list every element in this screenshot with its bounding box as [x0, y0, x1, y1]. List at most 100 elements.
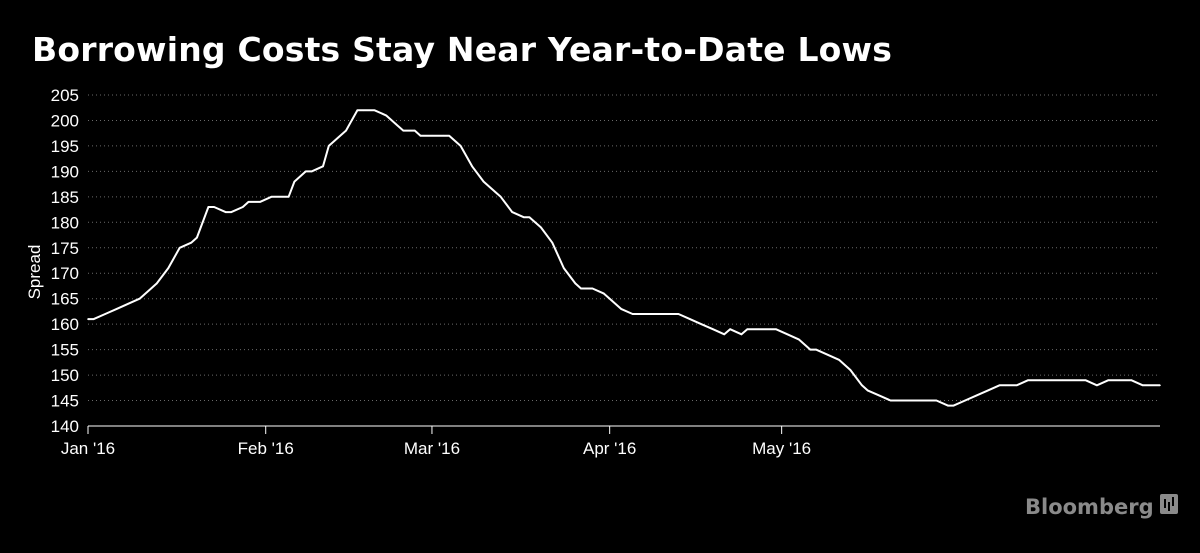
brand-name: Bloomberg [1025, 494, 1154, 519]
data-point [826, 353, 829, 356]
data-point [345, 129, 347, 132]
data-point [987, 389, 989, 392]
data-point [1096, 384, 1098, 387]
data-point [671, 313, 674, 315]
data-point [224, 211, 227, 213]
data-points [87, 109, 1161, 407]
y-axis-label: Spread [25, 245, 44, 300]
data-point [838, 359, 840, 361]
data-point [998, 384, 1001, 387]
data-point [775, 328, 777, 331]
data-point [631, 313, 634, 315]
data-point [104, 313, 106, 315]
data-point [92, 318, 95, 320]
data-point [242, 206, 244, 208]
data-point [580, 287, 582, 290]
data-point [230, 211, 233, 213]
data-point [247, 201, 250, 203]
data-point [975, 394, 978, 397]
data-point [270, 196, 273, 198]
data-point [414, 129, 416, 132]
data-point [574, 282, 577, 285]
data-point [809, 348, 812, 351]
data-point [866, 389, 869, 392]
data-point [167, 267, 170, 269]
x-tick-label: Jan '16 [61, 439, 115, 458]
data-point [87, 318, 89, 320]
data-point [1027, 379, 1029, 382]
data-point [660, 313, 663, 315]
data-point [563, 267, 565, 269]
data-point [362, 109, 365, 112]
y-tick-label: 165 [51, 290, 79, 309]
data-point [115, 308, 118, 310]
data-point [769, 328, 771, 331]
chart-title: Borrowing Costs Stay Near Year-to-Date L… [32, 30, 893, 69]
bloomberg-terminal-icon [1159, 494, 1178, 519]
data-point [1107, 379, 1110, 382]
y-tick-label: 180 [51, 213, 79, 232]
series-line [88, 109, 1160, 407]
data-point [471, 165, 473, 168]
data-point [637, 313, 640, 315]
data-point [293, 180, 296, 183]
y-tick-label: 145 [51, 392, 79, 411]
data-point [190, 241, 192, 244]
data-point [287, 196, 290, 198]
y-tick-label: 200 [51, 111, 79, 130]
x-axis: Jan '16 Feb '16 Mar '16 Apr '16 May '16 [61, 425, 1160, 458]
data-point [1073, 379, 1075, 382]
data-point [156, 282, 158, 285]
data-point [310, 170, 313, 173]
data-point [603, 292, 605, 295]
data-point [723, 333, 726, 336]
data-point [1038, 379, 1041, 382]
brand-logo: Bloomberg [1025, 494, 1178, 519]
data-point [935, 399, 938, 402]
data-point [1084, 379, 1087, 382]
y-tick-label: 140 [51, 417, 79, 436]
data-point [322, 165, 324, 168]
data-point [419, 134, 422, 137]
data-point [207, 206, 210, 208]
data-point [431, 134, 433, 137]
data-point [213, 206, 215, 208]
data-point [1004, 384, 1006, 387]
x-tick-label: May '16 [752, 439, 811, 458]
data-point [849, 369, 852, 371]
data-point [528, 216, 531, 218]
data-point [196, 236, 198, 239]
data-point [700, 323, 703, 326]
data-point [385, 114, 387, 117]
data-point [649, 313, 651, 315]
data-point [798, 338, 800, 341]
data-point [964, 399, 966, 402]
data-point [373, 109, 376, 112]
y-tick-label: 175 [51, 239, 79, 258]
x-tick-label: Feb '16 [238, 439, 294, 458]
data-point [689, 318, 691, 320]
data-point [259, 201, 261, 203]
y-tick-label: 155 [51, 341, 79, 360]
y-tick-label: 190 [51, 162, 79, 181]
data-point [494, 191, 496, 193]
data-point [901, 399, 903, 402]
data-point [356, 109, 359, 112]
y-axis-ticks: 140 145 150 155 160 165 170 175 180 185 190 195 200 2… [51, 86, 79, 436]
data-point [459, 145, 462, 147]
data-point [1061, 379, 1064, 382]
data-point [815, 348, 817, 351]
y-tick-label: 205 [51, 86, 79, 105]
data-point [620, 308, 622, 310]
data-point [339, 134, 342, 137]
data-point [740, 333, 743, 336]
data-point [499, 196, 502, 198]
data-point [402, 129, 405, 132]
x-tick-label: Apr '16 [583, 439, 636, 458]
data-point [1130, 379, 1133, 382]
data-point [282, 196, 284, 198]
data-point [746, 328, 749, 331]
data-point [729, 328, 731, 331]
data-point [178, 247, 181, 249]
